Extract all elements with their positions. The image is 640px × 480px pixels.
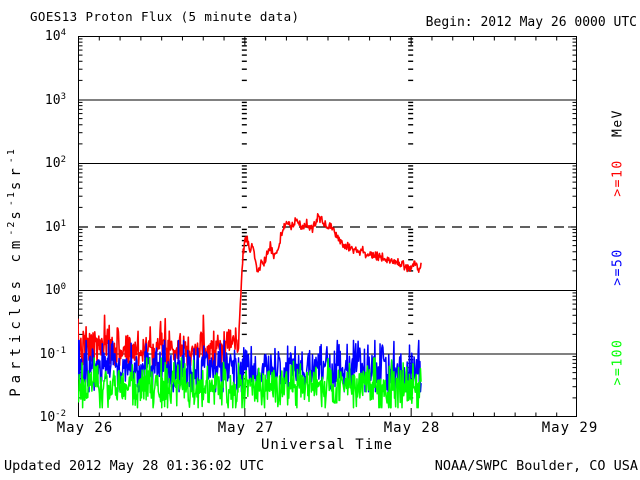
source-attribution: NOAA/SWPC Boulder, CO USA [434,458,638,474]
data-series [77,213,422,409]
y-tick-label: 103 [44,91,66,108]
x-tick-label: May 26 [56,420,114,436]
y-tick-label: 10-1 [39,345,67,362]
day-marker-ticks [241,38,414,399]
y-axis-title: Particles cm-2s-1sr-1 [6,147,24,397]
series--10-mev-trace [77,213,422,367]
y-tick-label: 10-2 [39,408,67,426]
y-tick-label: 100 [44,281,66,299]
begin-time-label: Begin: 2012 May 26 0000 UTC [425,15,637,30]
legend-gte50-label: >=50 [610,248,626,286]
y-tick-label: 101 [44,218,66,235]
updated-timestamp: Updated 2012 May 28 01:36:02 UTC [4,458,265,474]
x-tick-label: May 29 [541,420,599,436]
legend-gte10-label: >=10 [610,159,626,197]
y-tick-label: 104 [44,27,66,45]
y-tick-label: 102 [44,154,66,172]
x-tick-label: May 27 [217,420,275,436]
flux-chart-canvas [77,36,577,417]
series--100-mev-trace [77,357,422,409]
plot-area [77,36,577,417]
legend-gte100-label: >=100 [610,338,626,386]
x-axis-title: Universal Time [260,437,394,453]
legend-unit-label: MeV [610,109,626,137]
page-title: GOES13 Proton Flux (5 minute data) [30,9,300,24]
x-tick-label: May 28 [383,420,441,436]
